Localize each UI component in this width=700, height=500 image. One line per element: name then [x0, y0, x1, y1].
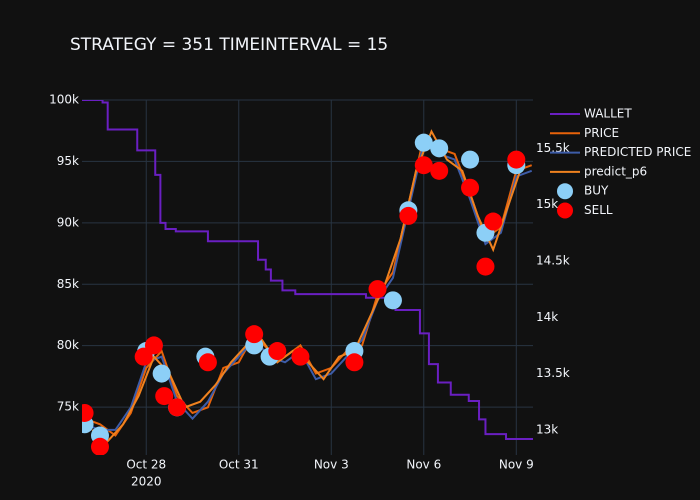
x-tick-label: Oct 31: [219, 458, 259, 472]
marker: [144, 336, 163, 355]
y2-tick-label: 15.5k: [536, 141, 570, 155]
marker: [399, 206, 418, 225]
marker: [152, 364, 171, 383]
marker: [414, 133, 433, 152]
marker: [168, 398, 187, 417]
legend-label[interactable]: PRICE: [584, 126, 619, 140]
legend-label[interactable]: BUY: [584, 184, 609, 198]
marker: [507, 150, 526, 169]
marker: [368, 280, 387, 299]
y2-tick-label: 14k: [536, 310, 558, 324]
x-tick-label: Nov 9: [499, 458, 534, 472]
marker: [155, 387, 174, 406]
legend-label[interactable]: predict_p6: [584, 164, 647, 178]
y-tick-label: 90k: [57, 215, 79, 229]
marker: [345, 353, 364, 372]
y2-tick-label: 13.5k: [536, 366, 570, 380]
series-line: [82, 100, 533, 441]
marker: [82, 403, 94, 422]
legend: WALLET PRICE PREDICTED PRICE predict_p6 BUY S…: [550, 107, 691, 219]
y-tick-label: 80k: [57, 338, 79, 352]
marker: [198, 353, 217, 372]
y2-tick-label: 15k: [536, 197, 558, 211]
marker: [461, 150, 480, 169]
marker: [90, 437, 109, 455]
y-tick-label: 100k: [49, 93, 79, 107]
y-tick-label: 75k: [57, 400, 79, 414]
marker: [245, 325, 264, 344]
marker: [484, 212, 503, 231]
marker: [430, 161, 449, 180]
x-year-label: 2020: [131, 475, 162, 489]
x-tick-label: Oct 28: [126, 458, 166, 472]
legend-swatch: [557, 202, 573, 219]
marker: [430, 139, 449, 158]
legend-swatch: [557, 183, 573, 200]
plot-area: [82, 100, 533, 455]
legend-label[interactable]: PREDICTED PRICE: [584, 145, 691, 159]
legend-label[interactable]: WALLET: [584, 107, 632, 121]
marker: [291, 347, 310, 366]
marker: [414, 156, 433, 175]
marker: [268, 342, 287, 361]
y-tick-label: 85k: [57, 277, 79, 291]
marker: [476, 257, 495, 276]
y-tick-label: 95k: [57, 154, 79, 168]
y2-tick-label: 13k: [536, 422, 558, 436]
chart-title: STRATEGY = 351 TIMEINTERVAL = 15: [70, 35, 388, 55]
x-tick-label: Nov 3: [314, 458, 349, 472]
y2-tick-label: 14.5k: [536, 253, 570, 267]
axes-layer: 75k 80k 85k 90k 95k 100k 13k 13.5k 14k 14.5k 15k 15…: [49, 93, 570, 489]
legend-label[interactable]: SELL: [584, 203, 613, 217]
x-tick-label: Nov 6: [406, 458, 441, 472]
marker: [383, 291, 402, 310]
marker: [461, 178, 480, 197]
